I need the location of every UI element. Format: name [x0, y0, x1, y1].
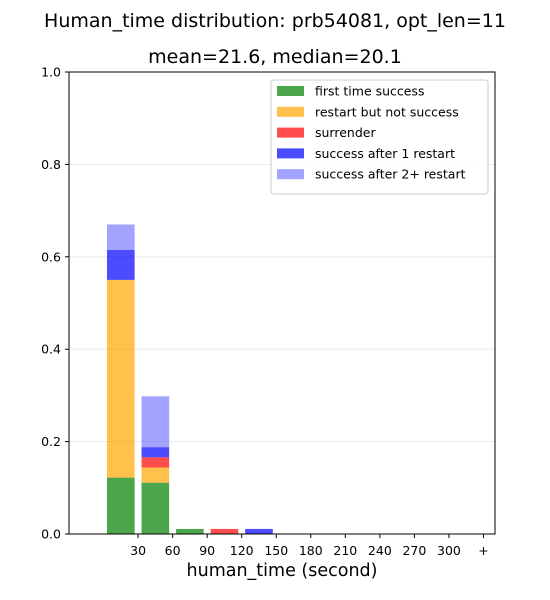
legend-swatch: [277, 127, 304, 138]
x-tick-label: 60: [165, 543, 181, 558]
x-tick-label: 240: [368, 543, 392, 558]
bar-success-after-1-restart: [106, 249, 135, 280]
x-tick-label: 30: [130, 543, 146, 558]
legend-swatch: [277, 106, 304, 117]
x-axis-label: human_time (second): [186, 561, 378, 581]
legend-label: surrender: [315, 125, 376, 140]
legend-label: success after 2+ restart: [315, 167, 466, 182]
x-tick-label: +: [478, 543, 488, 558]
legend-label: success after 1 restart: [315, 146, 455, 161]
bar-surrender: [210, 528, 239, 534]
bar-first-time-success: [106, 477, 135, 534]
x-tick-label: 120: [230, 543, 254, 558]
legend-label: first time success: [315, 84, 425, 99]
legend-box: [270, 79, 489, 195]
y-tick-label: 0.6: [41, 249, 61, 264]
x-tick-label: 210: [333, 543, 357, 558]
y-tick-label: 1.0: [41, 65, 61, 80]
chart-subtitle: mean=21.6, median=20.1: [148, 46, 402, 68]
y-tick-label: 0.2: [41, 434, 61, 449]
x-tick-label: 300: [437, 543, 461, 558]
y-tick-label: 0.0: [41, 527, 61, 542]
x-tick-label: 150: [264, 543, 288, 558]
legend-swatch: [277, 169, 304, 180]
bar-first-time-success: [176, 528, 204, 534]
bar-restart-but-not-success: [141, 467, 170, 483]
chart-title: Human_time distribution: prb54081, opt_l…: [44, 10, 506, 32]
y-tick-label: 0.8: [41, 157, 61, 172]
bar-surrender: [141, 457, 170, 468]
x-tick-label: 270: [402, 543, 426, 558]
bar-success-after-2-restart: [106, 224, 135, 250]
x-tick-label: 90: [199, 543, 215, 558]
bar-success-after-1-restart: [141, 447, 170, 458]
y-tick-label: 0.4: [41, 342, 61, 357]
legend-swatch: [277, 148, 304, 159]
bar-success-after-2-restart: [141, 396, 170, 448]
bar-success-after-1-restart: [245, 528, 273, 534]
x-tick-label: 180: [299, 543, 323, 558]
axes-frame: [68, 71, 496, 535]
legend-swatch: [277, 86, 304, 96]
legend-label: restart but not success: [315, 104, 459, 119]
bar-restart-but-not-success: [106, 279, 135, 478]
bar-first-time-success: [141, 482, 170, 534]
